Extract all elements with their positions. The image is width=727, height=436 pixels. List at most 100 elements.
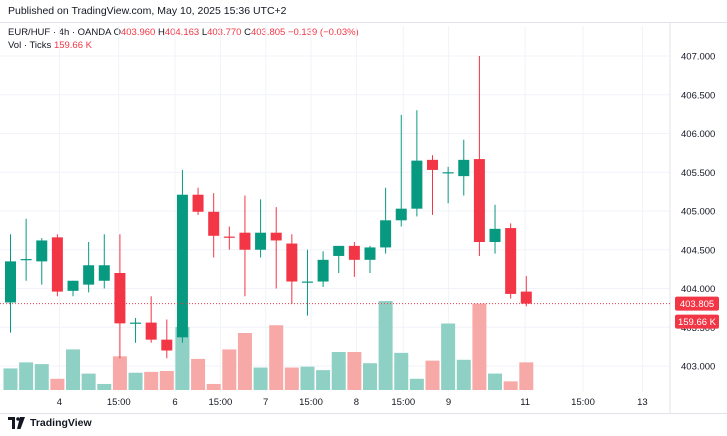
x-tick-label: 15:00 xyxy=(299,397,323,408)
y-tick-label: 405.000 xyxy=(681,207,715,218)
x-tick-label: 11 xyxy=(520,397,530,408)
time-axis[interactable]: 4 15:00 6 15:00 7 15:00 8 15:00 9 11 15:00 13 xyxy=(57,397,648,408)
candle-body xyxy=(161,339,173,351)
candle-body xyxy=(301,281,313,283)
legend-low-value: 403.770 xyxy=(207,27,242,38)
candle-body xyxy=(36,240,48,262)
legend-open-label: O xyxy=(113,27,121,38)
volume-tag xyxy=(675,314,719,329)
x-tick-label: 15:00 xyxy=(107,397,131,408)
volume-bar xyxy=(50,378,65,390)
candle-body xyxy=(333,245,345,256)
x-tick-label: 4 xyxy=(57,397,62,408)
x-tick-label: 15:00 xyxy=(391,397,415,408)
y-tick-label: 407.000 xyxy=(681,52,715,63)
x-tick-label: 15:00 xyxy=(208,397,232,408)
volume-bar xyxy=(66,349,81,390)
y-tick-label: 406.500 xyxy=(681,90,715,101)
volume-bar xyxy=(128,372,143,390)
volume-bar xyxy=(456,359,471,390)
volume-bar xyxy=(206,383,221,390)
volume-bar xyxy=(441,323,456,390)
candle-body xyxy=(83,265,95,285)
legend-volume-row: Vol · Ticks 159.66 K xyxy=(8,39,359,52)
candle-body xyxy=(505,228,517,294)
candles xyxy=(5,56,532,359)
candle-body xyxy=(223,236,235,238)
volume-bars xyxy=(3,301,534,390)
candle-body xyxy=(270,232,282,241)
legend-open-value: 403.960 xyxy=(120,27,156,38)
candle-body xyxy=(395,208,407,221)
candle-body xyxy=(20,259,32,261)
volume-bar xyxy=(488,373,503,390)
candle-body xyxy=(130,322,142,324)
volume-bar xyxy=(378,301,393,390)
candle-body xyxy=(51,237,63,292)
candle-body xyxy=(145,322,157,340)
x-tick-label: 6 xyxy=(172,397,177,408)
candle-body xyxy=(364,247,376,260)
volume-tag-text: 159.66 K xyxy=(678,317,717,328)
volume-bar xyxy=(222,349,237,390)
x-tick-label: 7 xyxy=(263,397,268,408)
volume-bar xyxy=(175,326,190,390)
candle-body xyxy=(489,228,501,242)
candle-body xyxy=(114,273,126,324)
volume-bar xyxy=(503,381,518,390)
legend-low-label: L xyxy=(201,27,208,38)
volume-bar xyxy=(362,363,377,390)
candle-body xyxy=(192,194,204,212)
candle-body xyxy=(380,220,392,248)
y-tick-label: 404.500 xyxy=(681,245,715,256)
volume-bar xyxy=(409,378,424,390)
volume-bar xyxy=(425,360,440,390)
x-tick-label: 9 xyxy=(446,397,451,408)
footer-brand: TradingView xyxy=(30,417,92,429)
legend-volume-value: 159.66 K xyxy=(53,40,92,51)
volume-bar xyxy=(269,325,284,390)
volume-bar xyxy=(144,371,159,390)
volume-bar xyxy=(394,352,409,390)
volume-bar xyxy=(34,364,49,390)
legend-high-value: 404.163 xyxy=(164,27,200,38)
candle-body xyxy=(98,265,110,281)
legend-close-value: 403.805 xyxy=(250,27,286,38)
last-price-text: 403.805 xyxy=(680,299,714,310)
candle-body xyxy=(176,194,188,338)
y-tick-label: 404.000 xyxy=(681,284,715,295)
volume-bar xyxy=(284,367,299,390)
candle-body xyxy=(411,160,423,209)
volume-bar xyxy=(112,356,127,390)
volume-bar xyxy=(519,362,534,390)
candle-body xyxy=(458,159,470,177)
axis-labels: 403.805 159.66 K xyxy=(0,296,719,329)
volume-bar xyxy=(97,383,112,390)
x-tick-label: 8 xyxy=(354,397,359,408)
candle-body xyxy=(239,232,251,250)
x-tick-label: 13 xyxy=(637,397,648,408)
volume-bar xyxy=(237,333,252,390)
volume-bar xyxy=(19,362,34,390)
legend-change: −0.139 (−0.03%) xyxy=(287,27,359,38)
legend-high-label: H xyxy=(157,27,165,38)
candle-body xyxy=(317,259,329,282)
last-price-tag xyxy=(675,296,719,311)
volume-bar xyxy=(300,366,315,390)
candle-body xyxy=(67,280,79,291)
volume-bar xyxy=(3,368,18,390)
candle-body xyxy=(473,159,485,242)
chart-frame xyxy=(0,22,727,414)
legend-close-label: C xyxy=(244,27,251,38)
published-caption: Published on TradingView.com, May 10, 20… xyxy=(8,5,287,17)
volume-bar xyxy=(316,370,331,390)
volume-bar xyxy=(472,303,487,390)
y-tick-label: 406.000 xyxy=(681,129,715,140)
volume-bar xyxy=(159,371,174,390)
y-tick-label: 403.000 xyxy=(681,362,715,373)
candle-body xyxy=(442,172,454,174)
candle-body xyxy=(208,211,220,236)
candle-body xyxy=(348,245,360,260)
candle-body xyxy=(427,159,439,170)
